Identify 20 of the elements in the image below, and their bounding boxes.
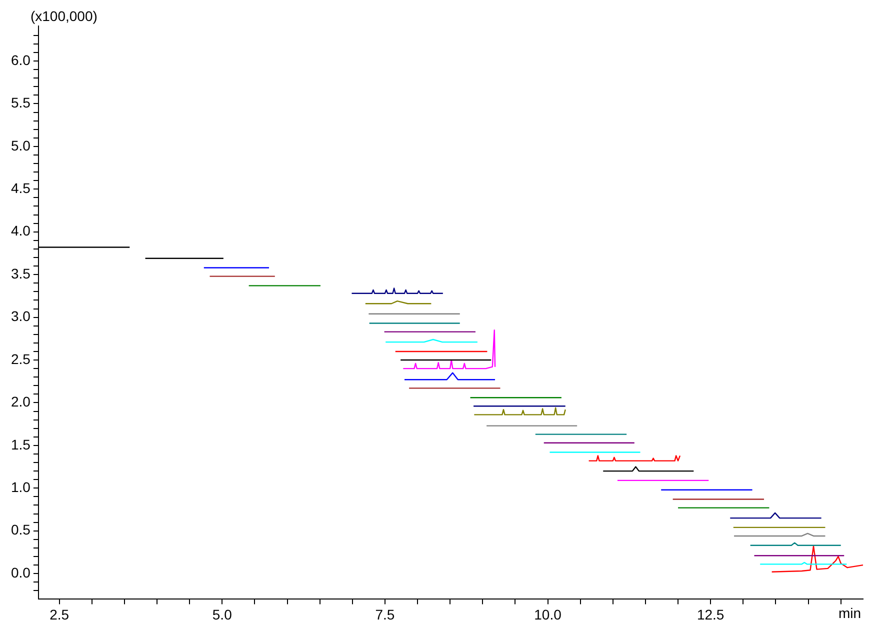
x-tick-label: 12.5 <box>696 606 724 622</box>
y-tick-label: 0.0 <box>10 564 31 580</box>
y-tick-label: 2.0 <box>10 394 31 410</box>
y-axis-title: (x100,000) <box>30 8 98 24</box>
y-tick-label: 5.0 <box>10 137 31 154</box>
x-tick-label: 7.5 <box>375 606 395 622</box>
y-tick-label: 4.5 <box>10 180 31 196</box>
y-tick-label: 0.5 <box>10 522 31 538</box>
y-tick-label: 2.5 <box>10 350 31 367</box>
y-tick-label: 3.5 <box>10 265 31 282</box>
x-tick-label: 10.0 <box>534 606 562 622</box>
y-tick-label: 1.5 <box>10 436 31 452</box>
y-tick-label: 4.0 <box>10 222 31 239</box>
x-axis-title: min <box>838 605 861 622</box>
y-tick-label: 6.0 <box>10 52 31 68</box>
y-tick-label: 3.0 <box>10 308 31 324</box>
x-tick-label: 5.0 <box>212 606 232 622</box>
y-tick-label: 5.5 <box>10 94 31 111</box>
y-tick-label: 1.0 <box>10 479 31 496</box>
x-tick-label: 2.5 <box>50 606 70 622</box>
